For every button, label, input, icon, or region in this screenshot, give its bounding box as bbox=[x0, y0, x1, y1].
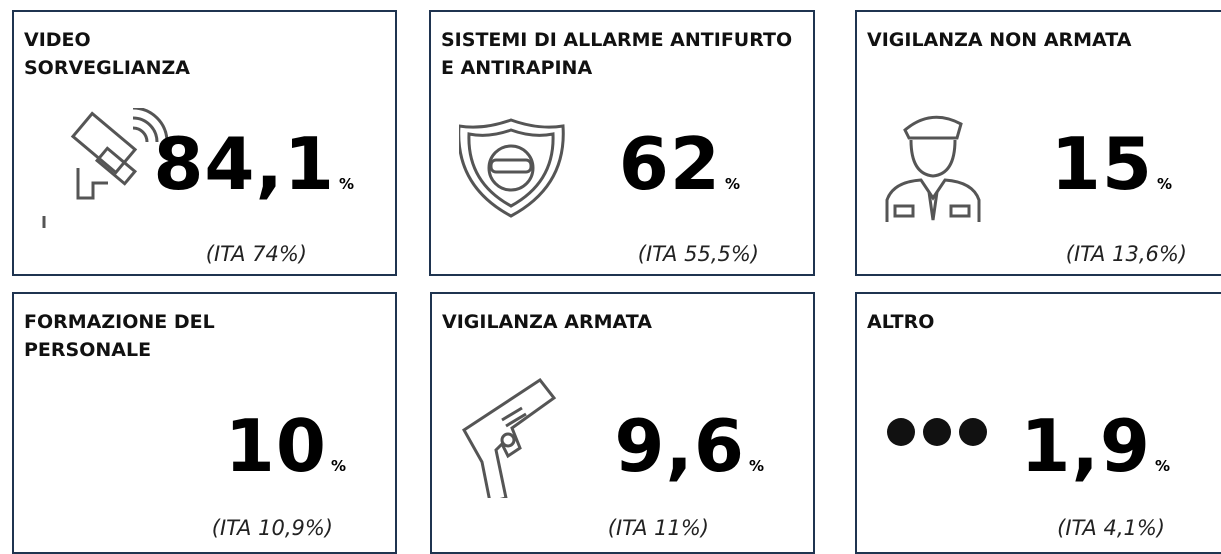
value: 62 bbox=[618, 122, 721, 206]
comparison: (ITA 4,1%) bbox=[1057, 516, 1165, 540]
card-title: Vigilanza armata bbox=[442, 311, 652, 333]
unit: % bbox=[338, 175, 355, 193]
unit: % bbox=[330, 457, 347, 475]
percent-value: 1,9% bbox=[1020, 406, 1171, 506]
card-title: Vigilanza non armata bbox=[867, 29, 1132, 51]
card-title: Altro bbox=[867, 311, 935, 333]
guard-icon bbox=[885, 115, 981, 222]
comparison: (ITA 11%) bbox=[607, 516, 709, 540]
comparison: (ITA 74%) bbox=[205, 242, 307, 266]
comparison: (ITA 13,6%) bbox=[1065, 242, 1187, 266]
unit: % bbox=[1156, 175, 1173, 193]
camera-icon bbox=[42, 108, 168, 228]
unit: % bbox=[1154, 457, 1171, 475]
card: Video sorveglianza 84,1% (ITA 74%) bbox=[12, 10, 397, 276]
value: 9,6 bbox=[614, 404, 745, 488]
card-title: Sistemi di allarme antifurto e antirapin… bbox=[441, 29, 793, 79]
card: Sistemi di allarme antifurto e antirapin… bbox=[429, 10, 815, 276]
card-title: Formazione del personale bbox=[24, 311, 215, 361]
card: Vigilanza non armata 15% (ITA 13,6%) bbox=[855, 10, 1221, 276]
gun-icon bbox=[462, 378, 557, 498]
unit: % bbox=[748, 457, 765, 475]
value: 1,9 bbox=[1020, 404, 1151, 488]
percent-value: 84,1% bbox=[153, 124, 355, 224]
card: Formazione del personale 10% (ITA 10,9%) bbox=[12, 292, 397, 554]
shield-icon bbox=[459, 118, 565, 218]
value: 84,1 bbox=[153, 122, 335, 206]
comparison: (ITA 10,9%) bbox=[211, 516, 333, 540]
percent-value: 9,6% bbox=[614, 406, 765, 506]
value: 10 bbox=[224, 404, 327, 488]
card: Vigilanza armata 9,6% (ITA 11%) bbox=[430, 292, 815, 554]
unit: % bbox=[724, 175, 741, 193]
percent-value: 62% bbox=[619, 124, 741, 224]
percent-value: 15% bbox=[1051, 124, 1173, 224]
dots-icon bbox=[887, 418, 987, 446]
card: Altro 1,9% (ITA 4,1%) bbox=[855, 292, 1221, 554]
card-title: Video sorveglianza bbox=[24, 29, 191, 79]
value: 15 bbox=[1050, 122, 1153, 206]
percent-value: 10% bbox=[225, 406, 347, 506]
comparison: (ITA 55,5%) bbox=[637, 242, 759, 266]
